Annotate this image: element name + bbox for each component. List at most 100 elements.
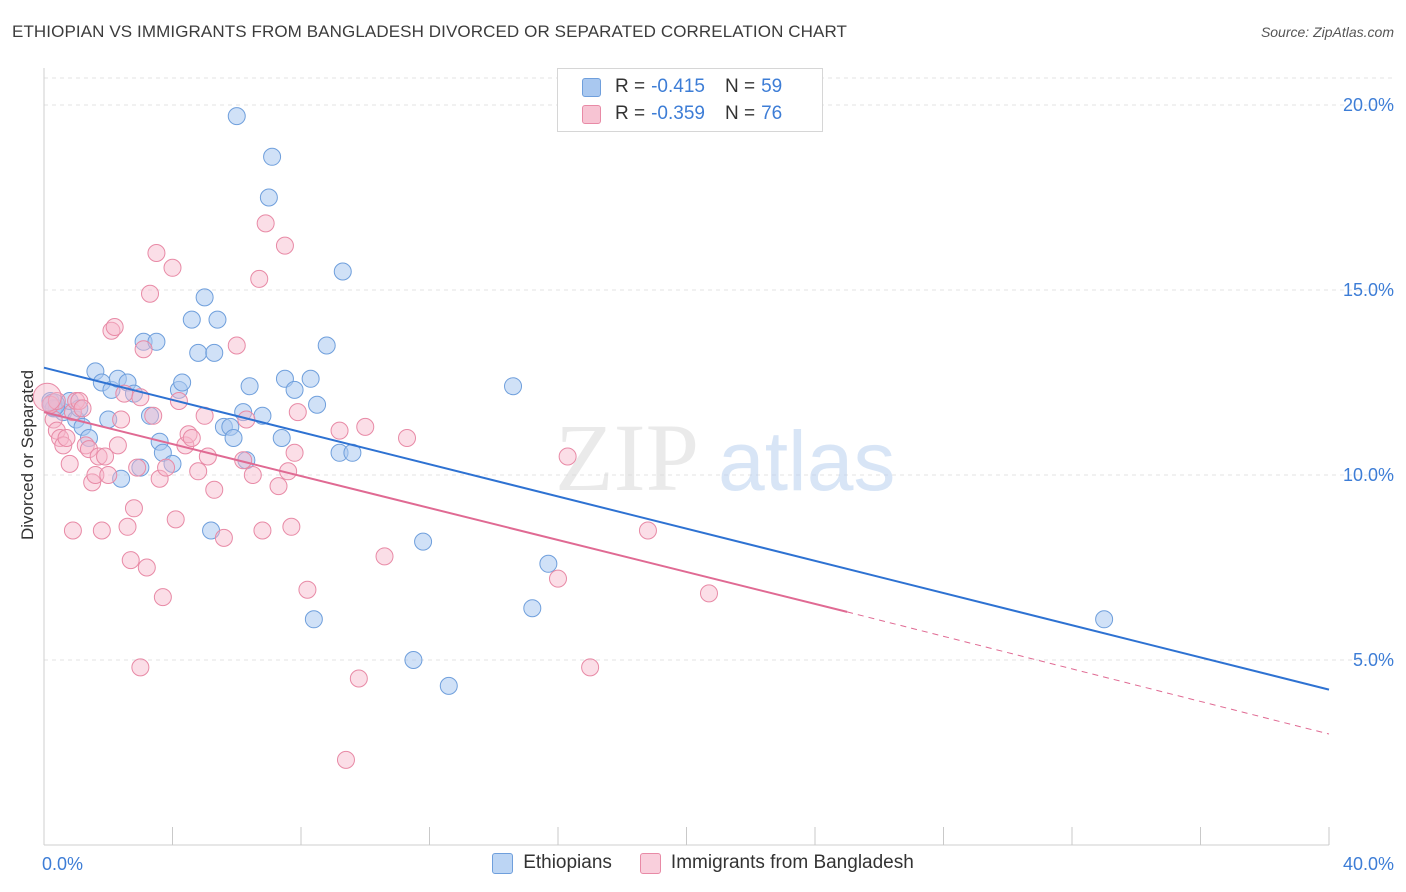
point-ethiopians: [1095, 610, 1114, 629]
point-ethiopians: [263, 147, 282, 166]
point-bangladesh: [398, 429, 417, 447]
series-legend-bangladesh: Immigrants from Bangladesh: [639, 852, 914, 874]
point-ethiopians: [240, 377, 259, 396]
legend-row-ethiopians: R = -0.415 N = 59: [582, 74, 782, 100]
point-bangladesh: [375, 547, 394, 566]
point-bangladesh: [150, 469, 169, 488]
point-bangladesh: [57, 429, 76, 447]
point-bangladesh: [99, 466, 118, 484]
point-bangladesh: [141, 284, 160, 303]
point-ethiopians: [317, 336, 336, 355]
point-bangladesh: [134, 340, 153, 359]
point-ethiopians: [208, 310, 227, 329]
legend-n-label: N =: [724, 76, 756, 97]
y-tick-label: 5.0%: [1353, 650, 1394, 670]
point-bangladesh: [124, 499, 143, 518]
point-bangladesh: [166, 510, 185, 529]
point-ethiopians: [504, 377, 523, 396]
point-bangladesh: [60, 454, 79, 473]
point-ethiopians: [304, 610, 323, 629]
point-bangladesh: [285, 443, 304, 462]
point-bangladesh: [131, 658, 150, 677]
point-bangladesh: [157, 458, 176, 477]
point-bangladesh: [63, 521, 82, 540]
watermark-zip: ZIP: [555, 404, 699, 511]
y-tick-label: 15.0%: [1343, 280, 1394, 300]
legend: R = -0.415 N = 59 R = -0.359 N = 76: [557, 68, 823, 132]
series-ethiopians-points: [41, 107, 1114, 695]
point-bangladesh: [288, 403, 307, 422]
point-bangladesh: [298, 580, 317, 599]
point-bangladesh: [112, 410, 131, 429]
point-bangladesh: [243, 466, 262, 484]
series-swatch-ethiopians: [492, 852, 514, 874]
point-ethiopians: [189, 343, 208, 362]
point-bangladesh: [282, 517, 301, 536]
legend-r-value: -0.359: [651, 103, 705, 124]
point-ethiopians: [539, 554, 558, 573]
point-bangladesh: [108, 436, 127, 455]
legend-n-value: 76: [761, 103, 783, 124]
point-ethiopians: [285, 380, 304, 399]
point-ethiopians: [523, 599, 542, 618]
point-bangladesh: [275, 236, 294, 255]
point-bangladesh: [79, 440, 98, 459]
point-bangladesh: [105, 318, 124, 336]
axes: [43, 68, 1330, 846]
x-tick-label: 0.0%: [42, 854, 83, 874]
point-ethiopians: [404, 651, 423, 669]
point-bangladesh: [581, 658, 600, 677]
legend-swatch-ethiopians: [582, 77, 601, 97]
series-swatch-bangladesh: [639, 852, 661, 874]
point-bangladesh: [189, 462, 208, 481]
point-bangladesh: [147, 244, 166, 262]
point-ethiopians: [301, 369, 320, 388]
point-bangladesh: [92, 521, 111, 540]
point-ethiopians: [205, 343, 224, 362]
point-bangladesh: [121, 551, 140, 570]
point-bangladesh: [356, 417, 375, 436]
x-tick-label: 40.0%: [1343, 854, 1394, 874]
series-bangladesh-points: [32, 214, 718, 769]
point-bangladesh: [73, 399, 92, 418]
legend-row-bangladesh: R = -0.359 N = 76: [582, 101, 782, 127]
point-ethiopians: [227, 107, 246, 126]
point-bangladesh: [269, 477, 288, 496]
point-ethiopians: [333, 262, 352, 281]
trend-line-ethiopians: [43, 366, 1330, 691]
point-bangladesh: [63, 403, 82, 422]
point-bangladesh: [330, 421, 349, 440]
series-legend-ethiopians: Ethiopians: [492, 852, 612, 874]
point-bangladesh-cluster: [32, 382, 62, 412]
watermark: ZIP atlas: [555, 404, 895, 511]
legend-r-label: R =: [615, 103, 646, 124]
point-bangladesh: [163, 258, 182, 277]
series-legend-label: Immigrants from Bangladesh: [670, 852, 914, 873]
grid-lines: [44, 77, 1394, 661]
trend-line-bangladesh-extension: [847, 611, 1330, 735]
x-tick-labels: 0.0% 40.0%: [42, 854, 1394, 874]
point-bangladesh: [182, 429, 201, 447]
legend-r-label: R =: [615, 76, 646, 97]
trend-lines: [43, 366, 1330, 735]
point-bangladesh: [256, 214, 275, 233]
chart-title: ETHIOPIAN VS IMMIGRANTS FROM BANGLADESH …: [12, 22, 848, 41]
point-ethiopians: [224, 429, 243, 447]
point-ethiopians: [259, 188, 278, 207]
point-bangladesh: [86, 466, 105, 484]
point-ethiopians: [308, 395, 327, 414]
point-ethiopians: [182, 310, 201, 329]
y-tick-label: 10.0%: [1343, 465, 1394, 485]
watermark-atlas: atlas: [718, 414, 895, 508]
point-bangladesh: [205, 480, 224, 499]
legend-n-value: 59: [761, 76, 783, 97]
series-legend: Ethiopians Immigrants from Bangladesh: [0, 852, 1406, 874]
point-bangladesh: [96, 447, 115, 466]
series-legend-label: Ethiopians: [523, 852, 612, 873]
point-ethiopians: [439, 676, 458, 695]
point-ethiopians: [195, 288, 214, 307]
point-bangladesh: [137, 558, 156, 577]
point-bangladesh: [128, 458, 147, 477]
y-axis-label: Divorced or Separated: [18, 370, 37, 540]
